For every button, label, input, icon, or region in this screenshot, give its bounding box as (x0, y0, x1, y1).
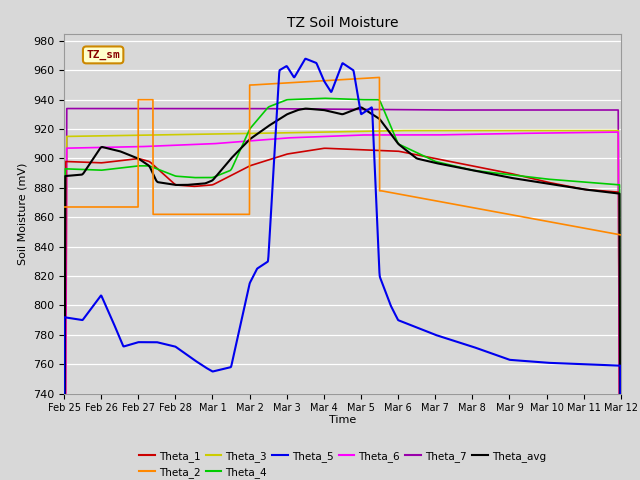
Theta_7 (546, 107, 554, 113)
Theta_5 (157, 340, 164, 346)
Theta_3 (397, 128, 405, 133)
Theta_7 (606, 107, 614, 113)
Theta_avg (124, 151, 131, 157)
Theta_1 (274, 154, 282, 160)
Theta_1 (606, 189, 614, 194)
Theta_5 (301, 56, 309, 61)
Theta_6 (274, 136, 282, 142)
Line: Theta_1: Theta_1 (64, 148, 621, 480)
Theta_7 (124, 106, 132, 111)
Title: TZ Soil Moisture: TZ Soil Moisture (287, 16, 398, 30)
Theta_6 (614, 129, 622, 135)
Theta_2 (376, 74, 383, 80)
Theta_avg (357, 105, 365, 110)
Theta_5 (124, 343, 131, 348)
Theta_4 (124, 164, 131, 170)
Theta_5 (274, 98, 282, 104)
Line: Theta_7: Theta_7 (64, 108, 621, 480)
Theta_3 (298, 130, 305, 135)
Theta_avg (606, 190, 614, 195)
Theta_7 (274, 106, 282, 112)
Line: Theta_2: Theta_2 (64, 77, 621, 235)
Theta_4 (274, 100, 282, 106)
Theta_6 (124, 144, 131, 150)
Theta_4 (606, 181, 614, 187)
Legend: Theta_1, Theta_2, Theta_3, Theta_4, Theta_5, Theta_6, Theta_7, Theta_avg: Theta_1, Theta_2, Theta_3, Theta_4, Thet… (134, 446, 550, 480)
Theta_2 (298, 79, 305, 85)
Line: Theta_6: Theta_6 (64, 132, 621, 480)
Theta_2 (606, 230, 614, 236)
Text: TZ_sm: TZ_sm (86, 50, 120, 60)
Theta_2 (60, 204, 68, 210)
Theta_1 (546, 180, 554, 186)
Theta_2 (617, 232, 625, 238)
Line: Theta_avg: Theta_avg (64, 108, 621, 480)
Theta_4 (157, 168, 164, 173)
Theta_7 (298, 106, 306, 112)
Theta_3 (546, 128, 554, 133)
Theta_avg (157, 180, 164, 185)
Line: Theta_4: Theta_4 (64, 98, 621, 480)
Theta_3 (124, 132, 131, 138)
Line: Theta_3: Theta_3 (64, 131, 621, 480)
X-axis label: Time: Time (329, 415, 356, 425)
Theta_1 (124, 157, 131, 163)
Theta_2 (546, 219, 554, 225)
Theta_6 (606, 129, 614, 135)
Theta_3 (274, 130, 282, 136)
Y-axis label: Soil Moisture (mV): Soil Moisture (mV) (17, 162, 28, 265)
Theta_4 (320, 96, 328, 101)
Theta_5 (606, 362, 614, 368)
Theta_6 (157, 143, 164, 149)
Theta_3 (157, 132, 164, 138)
Theta_avg (546, 181, 554, 187)
Theta_6 (546, 130, 554, 136)
Theta_2 (157, 212, 164, 217)
Theta_7 (157, 106, 164, 111)
Line: Theta_5: Theta_5 (64, 59, 621, 480)
Theta_7 (63, 106, 70, 111)
Theta_2 (124, 204, 131, 210)
Theta_6 (298, 134, 305, 140)
Theta_1 (298, 149, 305, 155)
Theta_5 (298, 62, 305, 68)
Theta_1 (157, 168, 164, 174)
Theta_5 (546, 360, 554, 366)
Theta_avg (298, 107, 305, 112)
Theta_2 (274, 81, 282, 86)
Theta_1 (321, 145, 329, 151)
Theta_4 (546, 177, 554, 182)
Theta_4 (298, 96, 305, 102)
Theta_3 (606, 128, 614, 133)
Theta_avg (274, 118, 282, 123)
